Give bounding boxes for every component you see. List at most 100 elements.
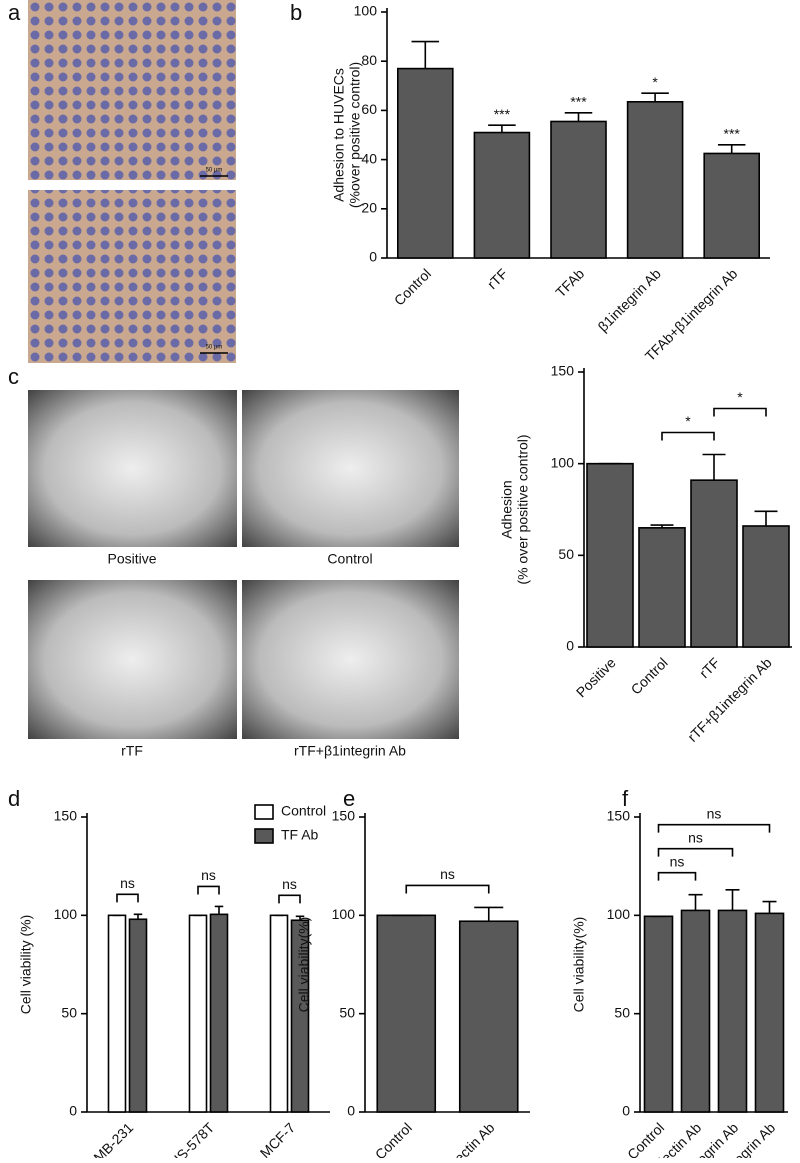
- significance: ***: [724, 126, 741, 142]
- legend-swatch: [254, 828, 274, 844]
- x-tick-label: MCF-7: [257, 1119, 299, 1158]
- significance: *: [652, 74, 658, 90]
- legend-label: Control: [281, 803, 326, 819]
- y-tick-label: 0: [369, 249, 377, 265]
- y-tick-label: 150: [551, 363, 575, 379]
- y-tick-label: 40: [361, 150, 377, 166]
- y-tick-label: 0: [347, 1103, 355, 1119]
- x-tick-label: Control: [628, 654, 671, 697]
- caption: rTF+β1integrin Ab: [294, 743, 406, 759]
- bar: [586, 462, 634, 648]
- significance: ns: [282, 876, 297, 892]
- y-tick-label: 0: [566, 638, 574, 654]
- ihc-image: [28, 0, 236, 180]
- bar: [107, 914, 127, 1113]
- bracket: [278, 894, 301, 904]
- error-bar: [725, 888, 740, 911]
- error-bar: [650, 524, 674, 528]
- significance: ns: [440, 866, 455, 882]
- y-axis-label: Cell viability(%): [296, 917, 312, 1013]
- bar: [473, 131, 531, 259]
- y-tick-label: 100: [551, 454, 575, 470]
- y-tick-label: 150: [332, 808, 356, 824]
- panel-letter: b: [290, 0, 302, 25]
- bar: [376, 914, 437, 1113]
- y-tick-label: 50: [339, 1004, 355, 1020]
- y-tick-label: 50: [61, 1004, 77, 1020]
- bar: [626, 100, 684, 259]
- y-tick-label: 80: [361, 52, 377, 68]
- error-bar: [411, 40, 440, 69]
- caption: Positive: [107, 551, 156, 567]
- y-tick-label: 150: [607, 808, 631, 824]
- bar: [458, 920, 519, 1113]
- error-bar: [688, 893, 703, 911]
- y-axis-label: Adhesion: [499, 480, 515, 538]
- y-tick-label: 50: [614, 1004, 630, 1020]
- micro-image: [242, 390, 459, 547]
- scale-bar: 50 μm: [206, 345, 223, 351]
- bar: [550, 120, 607, 259]
- bar: [643, 915, 674, 1113]
- legend-label: TF Ab: [281, 827, 319, 843]
- y-tick-label: 100: [354, 3, 378, 19]
- significance: ns: [201, 867, 216, 883]
- x-tick-label: Positive: [573, 654, 619, 700]
- significance: ns: [688, 829, 703, 845]
- bar: [680, 909, 711, 1113]
- bar: [717, 909, 748, 1113]
- error-bar: [214, 905, 224, 915]
- error-bar: [488, 124, 516, 133]
- x-tick-label: β1integrin Ab: [595, 265, 664, 334]
- ihc-image: [28, 190, 236, 363]
- y-tick-label: 0: [622, 1103, 630, 1119]
- panel-letter: f: [622, 786, 629, 811]
- error-bar: [762, 900, 777, 914]
- y-axis-label: Cell viability(%): [571, 917, 587, 1013]
- x-tick-label: MDA-MB-231: [65, 1119, 136, 1158]
- x-tick-label: Control: [372, 1119, 415, 1158]
- bracket: [197, 885, 220, 895]
- panel-letter: c: [8, 364, 19, 389]
- caption: rTF: [121, 743, 143, 759]
- bar: [638, 527, 686, 648]
- significance: ns: [707, 805, 722, 821]
- micro-image: [28, 580, 237, 739]
- y-tick-label: 100: [607, 906, 631, 922]
- y-axis-label: (% over positive control): [515, 434, 531, 584]
- y-tick-label: 20: [361, 200, 377, 216]
- panel-letter: a: [8, 0, 21, 25]
- y-axis-label: Cell viability (%): [18, 915, 34, 1015]
- legend-swatch: [254, 804, 274, 820]
- significance: ***: [570, 94, 587, 110]
- significance: ns: [670, 853, 685, 869]
- bar: [742, 525, 790, 648]
- bar: [396, 67, 454, 259]
- y-tick-label: 100: [54, 906, 78, 922]
- bar: [703, 152, 761, 259]
- error-bar: [641, 92, 669, 102]
- error-bar: [702, 453, 726, 481]
- caption: Control: [327, 551, 372, 567]
- bracket: [713, 407, 767, 417]
- error-bar: [754, 510, 778, 526]
- error-bar: [564, 112, 593, 122]
- micro-image: [242, 580, 459, 739]
- micro-image: [28, 390, 237, 547]
- y-axis-label: Adhesion to HUVECs: [331, 68, 347, 202]
- significance: *: [685, 413, 691, 429]
- bracket: [661, 431, 715, 441]
- x-tick-label: Control: [391, 265, 434, 308]
- significance: ns: [120, 875, 135, 891]
- x-tick-label: Fibronectin Ab: [423, 1119, 498, 1158]
- y-tick-label: 50: [558, 546, 574, 562]
- bar: [188, 914, 208, 1113]
- y-tick-label: 100: [332, 906, 356, 922]
- x-tick-label: rTF: [696, 654, 723, 681]
- bar: [128, 918, 148, 1113]
- y-axis-label: (%over positive control): [347, 62, 363, 208]
- panel-letter: e: [343, 786, 355, 811]
- error-bar: [474, 906, 504, 922]
- y-tick-label: 0: [69, 1103, 77, 1119]
